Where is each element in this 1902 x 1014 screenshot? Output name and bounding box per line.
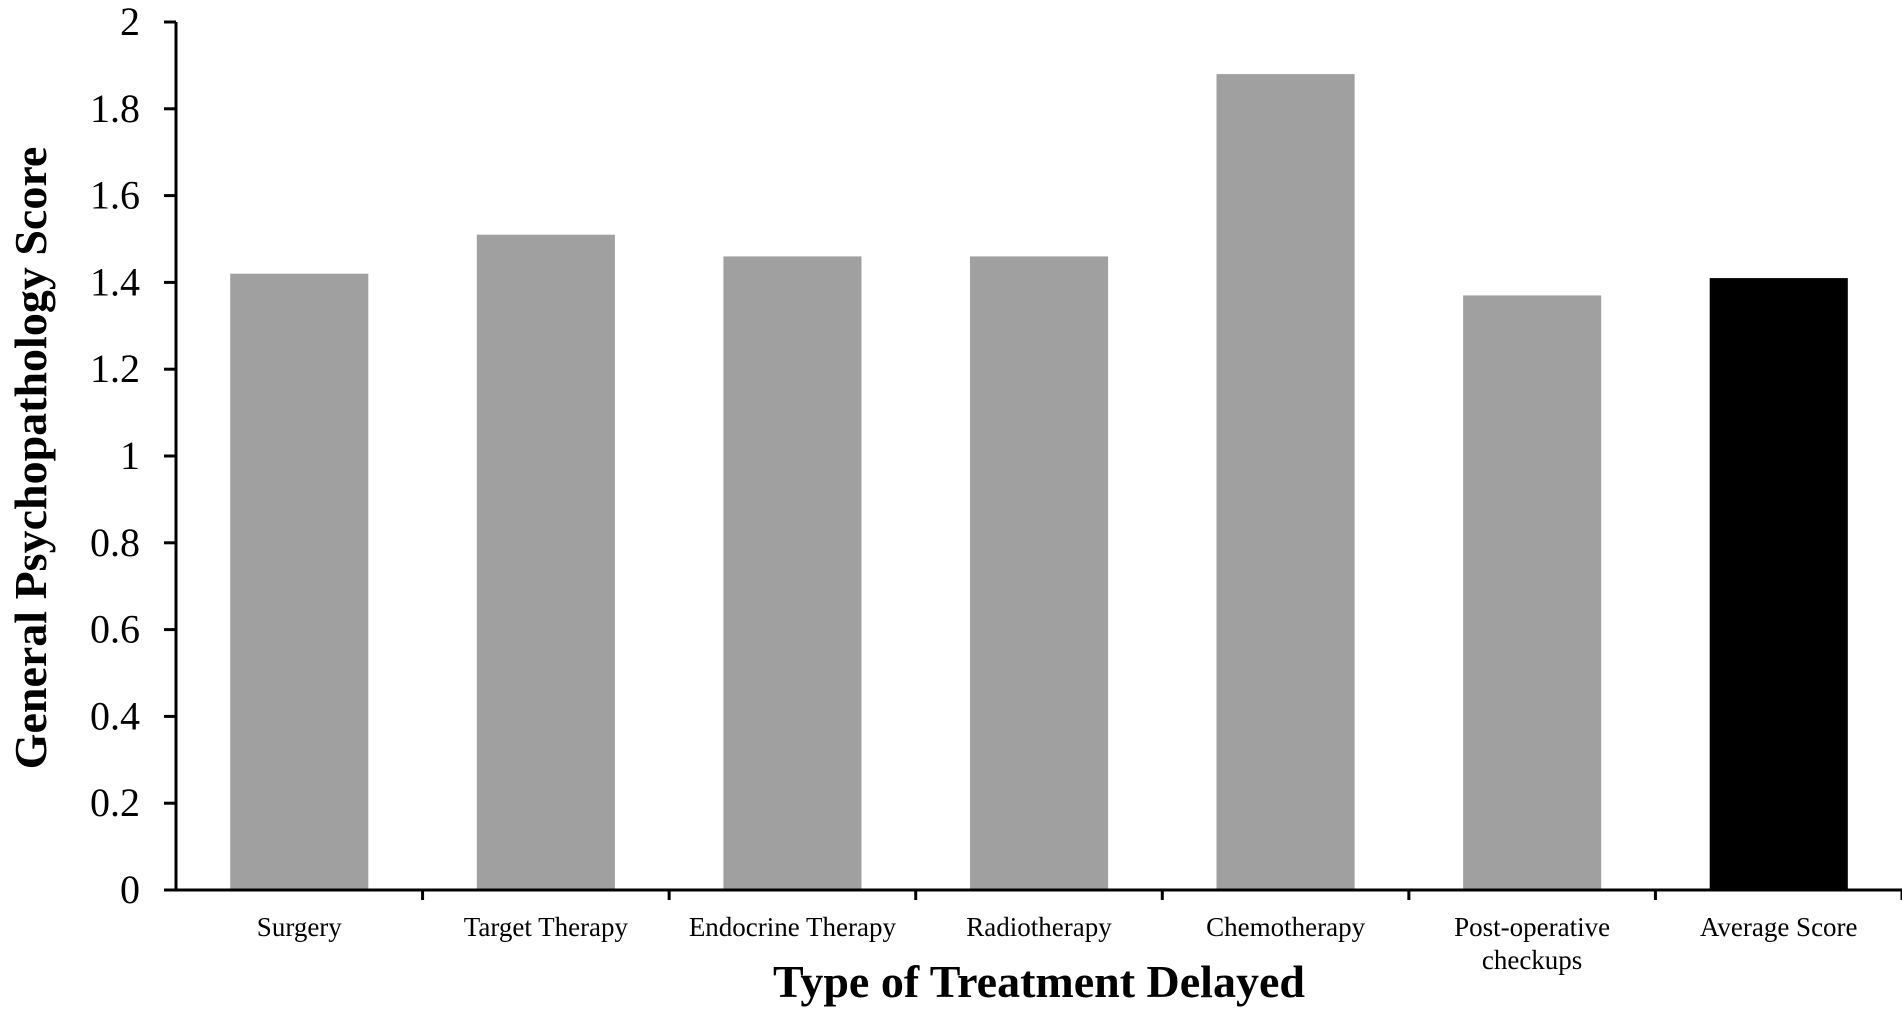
x-tick-label-line: Post-operative <box>1454 912 1610 942</box>
bar-3 <box>723 256 862 890</box>
bar-5 <box>1216 74 1355 891</box>
y-tick-label-6: 1.2 <box>90 346 140 391</box>
bar-1 <box>230 273 369 890</box>
x-tick-label-7: Average Score <box>1700 912 1858 942</box>
y-tick-label-2: 0.4 <box>90 693 140 738</box>
y-tick-label-4: 0.8 <box>90 520 140 565</box>
x-tick-label-line: Average Score <box>1700 912 1858 942</box>
x-tick-label-1: Surgery <box>257 912 342 942</box>
x-tick-label-line: checkups <box>1482 945 1582 975</box>
x-tick-label-4: Radiotherapy <box>966 912 1112 942</box>
bar-6 <box>1463 295 1602 890</box>
x-tick-label-2: Target Therapy <box>464 912 629 942</box>
bars-layer <box>230 74 1848 891</box>
x-tick-label-6: Post-operative checkups <box>1454 912 1610 975</box>
ticks-layer <box>164 20 1902 900</box>
y-tick-label-5: 1 <box>120 433 140 478</box>
bar-2 <box>476 234 615 890</box>
y-tick-label-9: 1.8 <box>90 86 140 131</box>
x-axis-title: Type of Treatment Delayed <box>773 956 1305 1007</box>
labels-layer: 0 0.2 0.4 0.6 0.8 1 1.2 1.4 1.6 1.8 2 Surgery Target… <box>90 0 1858 975</box>
y-tick-label-10: 2 <box>120 0 140 44</box>
x-tick-label-3: Endocrine Therapy <box>689 912 897 942</box>
x-tick-label-line: Surgery <box>257 912 342 942</box>
y-axis-title: General Psychopathology Score <box>5 147 56 770</box>
x-tick-label-line: Target Therapy <box>464 912 629 942</box>
x-tick-label-5: Chemotherapy <box>1206 912 1365 942</box>
x-tick-label-line: Radiotherapy <box>966 912 1112 942</box>
y-tick-label-3: 0.6 <box>90 607 140 652</box>
y-tick-label-1: 0.2 <box>90 780 140 825</box>
bar-7 <box>1709 278 1848 891</box>
x-tick-label-line: Chemotherapy <box>1206 912 1365 942</box>
y-tick-label-0: 0 <box>120 867 140 912</box>
bar-4 <box>970 256 1109 890</box>
y-tick-label-7: 1.4 <box>90 259 140 304</box>
x-tick-label-line: Endocrine Therapy <box>689 912 897 942</box>
y-tick-label-8: 1.6 <box>90 173 140 218</box>
